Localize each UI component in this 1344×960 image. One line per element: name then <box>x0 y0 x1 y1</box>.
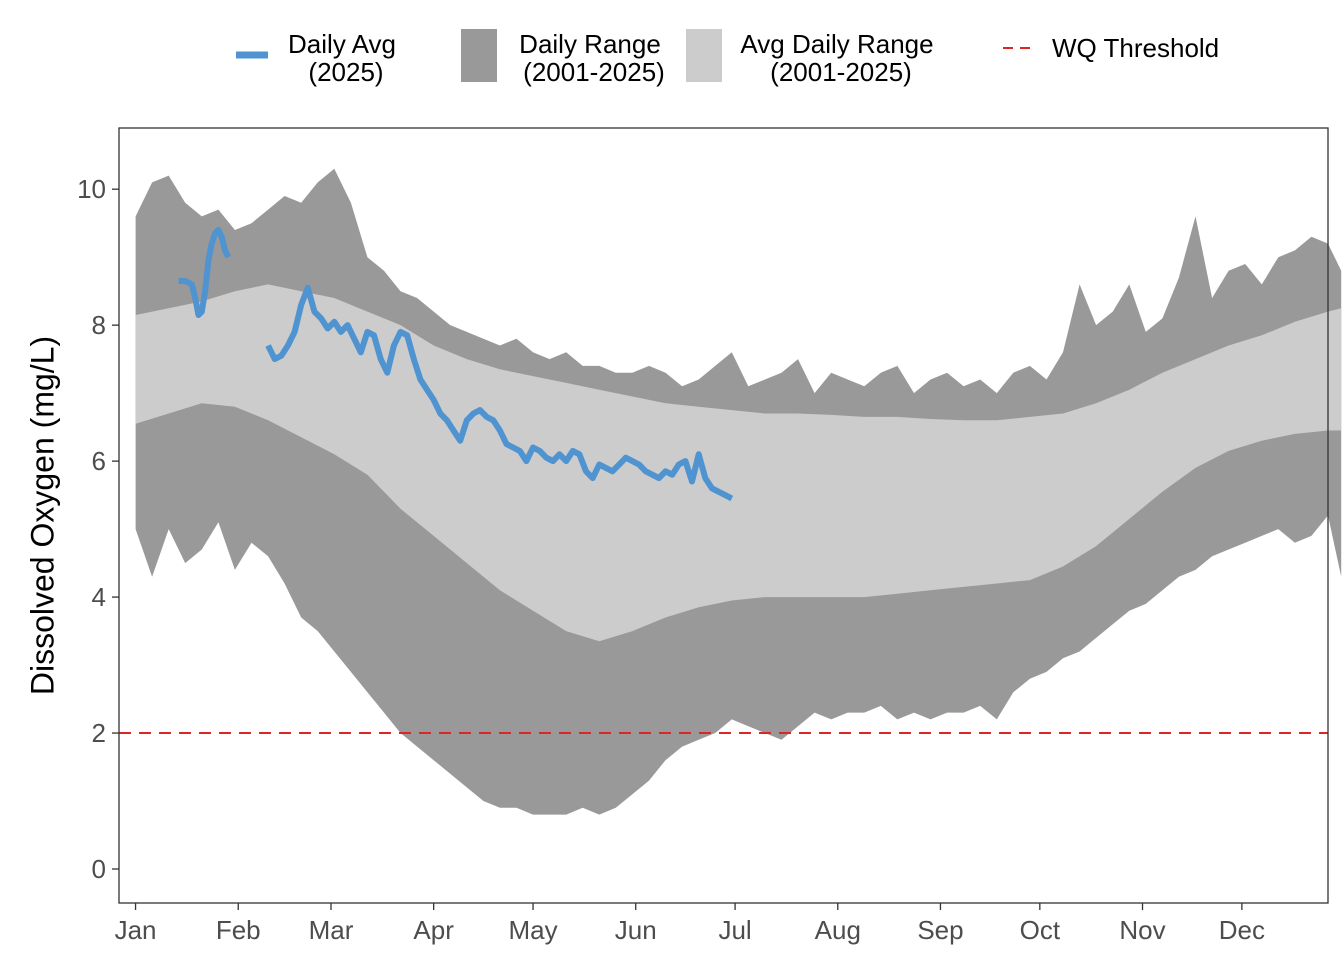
legend-item-threshold: WQ Threshold <box>1003 33 1219 63</box>
legend-label-line2: (2025) <box>308 57 383 87</box>
plot-area <box>118 127 1342 904</box>
legend: Daily Avg(2025)Daily Range(2001-2025)Avg… <box>236 29 1219 87</box>
x-tick-label-apr: Apr <box>413 915 454 945</box>
x-axis: Jan Feb Mar Apr May Jun Jul Aug Sep Oct Nov Dec <box>115 903 1265 945</box>
legend-swatch-daily-range <box>461 29 497 82</box>
x-tick-label-nov: Nov <box>1119 915 1165 945</box>
daily-avg-line-segment-1 <box>178 227 231 318</box>
daily-avg-layer <box>178 227 734 502</box>
x-tick-label-dec: Dec <box>1219 915 1265 945</box>
y-tick-label-2: 2 <box>92 718 106 748</box>
y-axis: 0 2 4 6 8 10 <box>77 174 119 884</box>
legend-label-line2: (2001-2025) <box>523 57 665 87</box>
y-tick-label-8: 8 <box>92 310 106 340</box>
legend-label-line1: Daily Range <box>519 29 661 59</box>
legend-label: WQ Threshold <box>1052 33 1219 63</box>
x-tick-label-jun: Jun <box>615 915 657 945</box>
x-tick-label-jan: Jan <box>115 915 157 945</box>
legend-label-line1: Daily Avg <box>288 29 396 59</box>
x-tick-label-oct: Oct <box>1020 915 1061 945</box>
y-tick-label-0: 0 <box>92 854 106 884</box>
avg-daily-range-band <box>135 284 1342 642</box>
daily-avg-line-segment-2 <box>265 284 734 502</box>
x-tick-label-feb: Feb <box>216 915 261 945</box>
x-tick-label-jul: Jul <box>718 915 751 945</box>
legend-label-line1: Avg Daily Range <box>740 29 933 59</box>
x-tick-label-mar: Mar <box>309 915 354 945</box>
x-tick-label-may: May <box>508 915 557 945</box>
legend-swatch-avg-range <box>686 29 722 82</box>
y-tick-label-6: 6 <box>92 446 106 476</box>
y-tick-label-4: 4 <box>92 582 106 612</box>
legend-item-avg-range: Avg Daily Range(2001-2025) <box>686 29 934 87</box>
legend-item-daily-avg: Daily Avg(2025) <box>236 29 396 87</box>
y-axis-title: Dissolved Oxygen (mg/L) <box>24 336 60 695</box>
legend-label-line2: (2001-2025) <box>770 57 912 87</box>
x-tick-label-aug: Aug <box>815 915 861 945</box>
avg-daily-range-layer <box>135 284 1342 642</box>
y-tick-label-10: 10 <box>77 174 106 204</box>
legend-item-daily-range: Daily Range(2001-2025) <box>461 29 665 87</box>
plot-border <box>118 127 1329 904</box>
x-tick-label-sep: Sep <box>917 915 963 945</box>
